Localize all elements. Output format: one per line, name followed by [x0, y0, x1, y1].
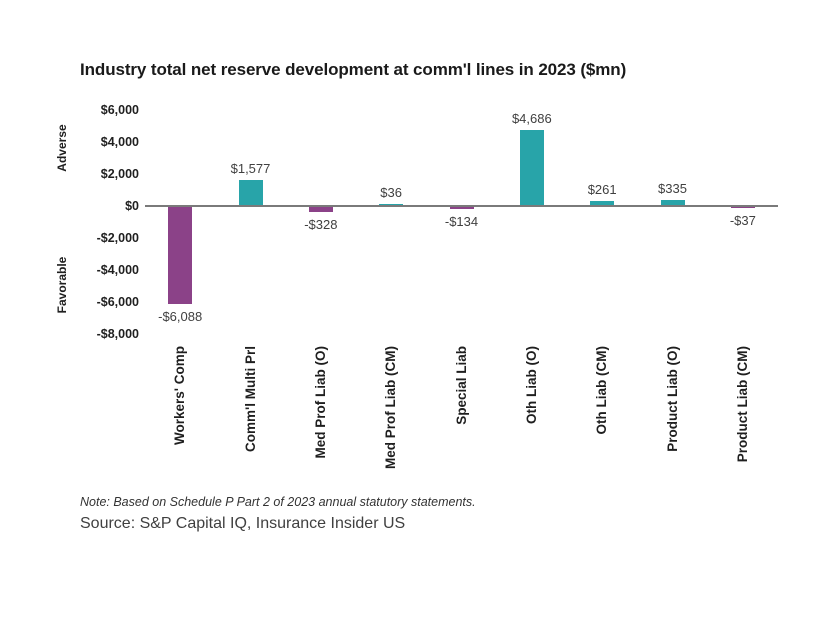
bar [449, 207, 474, 210]
y-tick-label: -$6,000 [96, 295, 139, 309]
bar-value-label: $261 [587, 181, 617, 197]
bar-value-label: -$134 [444, 214, 479, 230]
bar-value-label: $1,577 [230, 160, 271, 176]
bar [238, 179, 263, 205]
y-tick-label: $2,000 [100, 167, 139, 181]
y-tick-label: $4,000 [100, 135, 139, 149]
bar [379, 204, 404, 205]
y-axis-label-adverse: Adverse [55, 124, 69, 172]
chart-source: Source: S&P Capital IQ, Insurance Inside… [80, 515, 406, 532]
category-label: Med Prof Liab (CM) [383, 346, 399, 469]
chart-title: Industry total net reserve development a… [80, 60, 627, 79]
y-tick-label: -$8,000 [96, 327, 139, 341]
bar-value-label: $335 [658, 180, 687, 196]
y-axis-label-favorable: Favorable [55, 256, 69, 314]
bar [660, 199, 685, 205]
category-label: Workers' Comp [172, 346, 188, 445]
category-label: Comm'l Multi Prl [242, 346, 258, 452]
bar [308, 207, 333, 213]
category-label: Product Liab (O) [664, 346, 680, 452]
category-label: Product Liab (CM) [734, 346, 750, 463]
y-tick-label: $6,000 [100, 103, 139, 117]
bar-value-label: -$37 [729, 213, 756, 228]
bar-value-label: $4,686 [511, 111, 552, 127]
bar [590, 200, 615, 205]
category-label: Oth Liab (CM) [594, 346, 610, 435]
bar [730, 207, 755, 208]
bar-value-label: $36 [380, 185, 402, 200]
x-axis-line [145, 205, 778, 207]
bar-value-label: -$328 [304, 217, 338, 233]
category-label: Med Prof Liab (O) [312, 346, 328, 459]
category-label: Oth Liab (O) [523, 346, 539, 424]
y-tick-label: -$4,000 [96, 263, 139, 277]
bar [168, 207, 193, 305]
y-tick-label: -$2,000 [96, 231, 139, 245]
chart-note: Note: Based on Schedule P Part 2 of 2023… [80, 495, 476, 509]
category-label: Special Liab [453, 346, 469, 425]
y-tick-label: $0 [125, 199, 139, 213]
bar-value-label: -$6,088 [158, 309, 203, 325]
bar [519, 130, 544, 205]
